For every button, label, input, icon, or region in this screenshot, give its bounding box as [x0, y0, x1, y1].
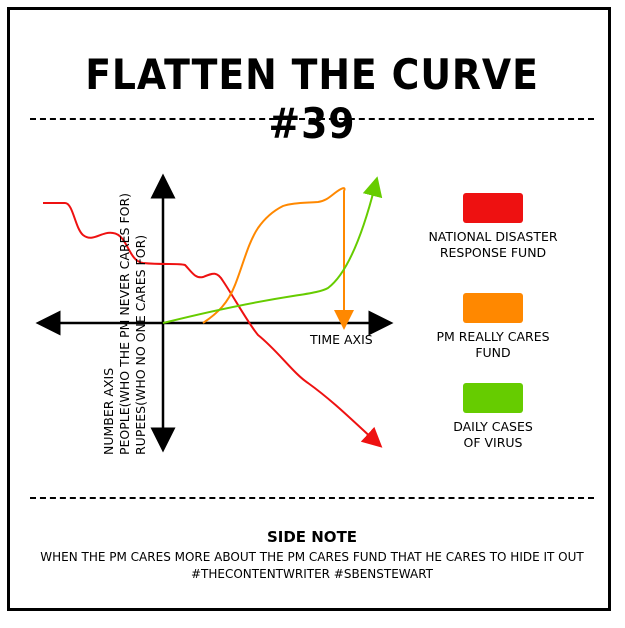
divider-bottom — [30, 497, 594, 499]
chart: TIME AXIS NUMBER AXIS PEOPLE(WHO THE PM … — [35, 173, 558, 455]
series-line-virus — [162, 176, 383, 324]
side-note-heading: SIDE NOTE — [266, 528, 358, 546]
legend-label-ndrf-2: RESPONSE FUND — [440, 245, 546, 260]
series-line-pm-cares — [202, 187, 354, 330]
legend-label-virus-1: DAILY CASES — [453, 419, 533, 434]
series-line-ndrf — [43, 202, 383, 448]
comic-frame: FLATTEN THE CURVE #39 TIME AXIS NUMBER A — [7, 7, 611, 611]
legend-label-virus-2: OF VIRUS — [463, 435, 522, 450]
legend-swatch-pm-cares — [463, 293, 523, 323]
legend-label-ndrf-1: NATIONAL DISASTER — [428, 229, 557, 244]
legend-label-pm-cares-1: PM REALLY CARES — [436, 329, 549, 344]
page-title: FLATTEN THE CURVE #39 — [85, 50, 539, 148]
side-note-hashtags: #THECONTENTWRITER #SBENSTEWART — [190, 567, 434, 581]
side-note-text: WHEN THE PM CARES MORE ABOUT THE PM CARE… — [40, 550, 584, 564]
x-axis-label: TIME AXIS — [309, 332, 373, 347]
y-axis-label-line-1: NUMBER AXIS — [101, 368, 116, 455]
legend-swatch-virus — [463, 383, 523, 413]
divider-top — [30, 118, 594, 120]
legend-label-pm-cares-2: FUND — [475, 345, 510, 360]
legend-swatch-ndrf — [463, 193, 523, 223]
y-axis-label-line-3: RUPEES(WHO NO ONE CARES FOR) — [133, 235, 148, 455]
y-axis-label-line-2: PEOPLE(WHO THE PM NEVER CARES FOR) — [117, 193, 132, 455]
